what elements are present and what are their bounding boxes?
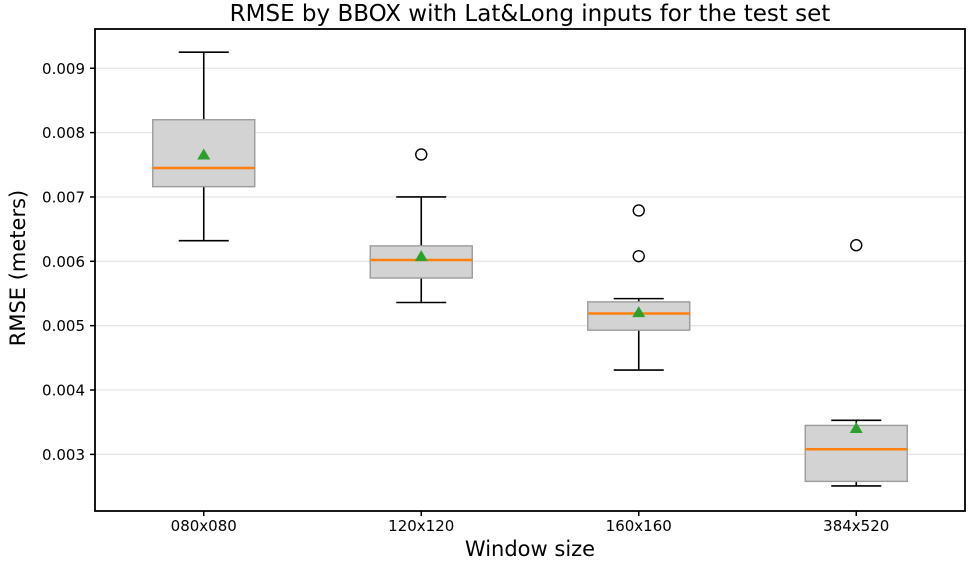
x-tick-label: 384x520 (823, 517, 889, 535)
y-tick-label: 0.006 (42, 253, 85, 271)
y-tick-label: 0.009 (42, 60, 85, 78)
outlier-point (850, 239, 863, 252)
x-tick-label: 080x080 (171, 517, 237, 535)
y-tick-label: 0.008 (42, 124, 85, 142)
mean-marker (197, 148, 211, 160)
axes-border (94, 28, 966, 512)
box-iqr (804, 424, 908, 483)
x-tick-label: 160x160 (606, 517, 672, 535)
mean-marker (632, 306, 646, 318)
outlier-point (632, 249, 645, 263)
y-tick-label: 0.004 (42, 382, 85, 400)
chart-title: RMSE by BBOX with Lat&Long inputs for th… (229, 1, 831, 27)
outlier-point (632, 204, 645, 217)
y-tick-label: 0.003 (42, 446, 85, 464)
mean-marker (414, 250, 428, 262)
mean-marker (849, 421, 863, 433)
x-tick-label: 120x120 (388, 517, 454, 535)
outlier-point (415, 148, 428, 161)
x-axis-label: Window size (464, 537, 596, 561)
y-tick-label: 0.007 (42, 188, 85, 206)
y-tick-label: 0.005 (42, 317, 85, 335)
